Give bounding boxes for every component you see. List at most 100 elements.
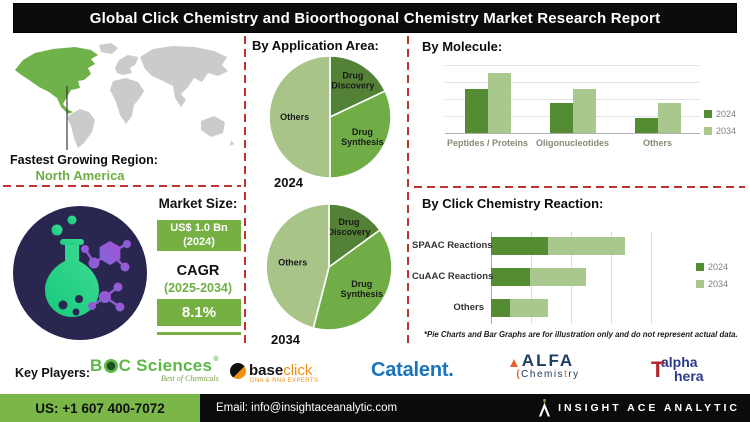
map-north-america	[15, 47, 98, 114]
boc-registered-mark: ®	[213, 356, 219, 363]
alfa-name: ALFA	[521, 351, 575, 370]
legend-by-molecule: 2024 2034	[704, 109, 736, 143]
map-europe	[115, 55, 138, 75]
boc-rest: C Sciences	[118, 356, 213, 375]
pie-year-2024: 2024	[274, 175, 303, 190]
report-title-bar: Global Click Chemistry and Bioorthogonal…	[13, 3, 737, 33]
alfa-triangle-icon	[510, 359, 518, 367]
baseclick-globe-icon	[230, 362, 246, 379]
fastest-region-label: Fastest Growing Region:	[10, 153, 158, 167]
insight-ace-brand: INSIGHT ACE ANALYTIC	[538, 394, 740, 422]
pie-slice	[329, 55, 387, 119]
map-greenland	[99, 43, 118, 54]
world-map	[15, 43, 234, 150]
email-address: Email: info@insightaceanalytic.com	[216, 402, 398, 414]
logo-catalent: Catalent.	[371, 359, 454, 381]
pie-application-2034: Drug Discovery Drug Synthesis Others	[265, 203, 393, 331]
divider-left	[3, 185, 241, 187]
alfa-chem-post: ry	[568, 369, 580, 380]
bar-2034	[487, 73, 511, 133]
cagr-box-underline	[157, 332, 241, 335]
legend-swatch-2034	[696, 280, 704, 288]
bar-segment-2024	[491, 237, 548, 255]
alfa-flask-mark: (	[516, 369, 522, 380]
legend-item-2024: 2024	[704, 109, 736, 119]
section-title-reaction: By Click Chemistry Reaction:	[422, 196, 604, 211]
legend-item-2034: 2034	[696, 279, 728, 289]
alphathera-bottom: hera	[674, 368, 704, 384]
cagr-label: CAGR	[176, 263, 220, 279]
baseclick-base: base	[249, 362, 284, 379]
key-players-label: Key Players:	[15, 366, 91, 380]
divider-middle-left	[244, 36, 246, 348]
bar-2034	[572, 88, 596, 133]
map-south-america	[67, 109, 95, 148]
legend-by-reaction: 2024 2034	[696, 262, 728, 296]
legend-swatch-2024	[704, 110, 712, 118]
bar-segment-2024	[491, 268, 530, 286]
logo-baseclick: baseclick DNA & RNA EXPERTS	[230, 362, 318, 384]
boc-o-icon	[103, 359, 118, 373]
pie-slice-label: Drug Discovery	[331, 70, 374, 90]
section-title-application: By Application Area:	[252, 38, 379, 53]
market-size-year: (2024)	[183, 236, 215, 248]
bar-2024	[549, 103, 573, 133]
market-size-title: Market Size:	[158, 196, 238, 211]
section-title-molecule: By Molecule:	[422, 39, 503, 54]
alfa-chem-t: t	[564, 369, 569, 380]
map-australia	[201, 116, 225, 137]
report-title: Global Click Chemistry and Bioorthogonal…	[89, 9, 661, 27]
legend-item-2024: 2024	[696, 262, 728, 272]
phone-number: US: +1 607 400-7072	[0, 394, 200, 422]
legend-label-2034: 2034	[708, 279, 729, 289]
insight-ace-brand-name: INSIGHT ACE ANALYTIC	[558, 402, 740, 414]
bar-2024	[634, 118, 658, 133]
pie-slice	[268, 55, 331, 179]
logo-alphathera: alpha T hera	[645, 354, 733, 390]
chart-footnote: *Pie Charts and Bar Graphs are for illus…	[424, 330, 738, 339]
bar-2024	[464, 88, 488, 133]
bar-category-label: Others	[642, 138, 672, 148]
cagr-value-box: 8.1%	[157, 299, 241, 326]
bar-chart-by-reaction: SPAAC Reactions CuAAC Reactions Others	[412, 232, 652, 324]
pie-slice-label: Drug Synthesis	[341, 127, 384, 147]
pie-slice	[328, 203, 382, 269]
bar-segment-2034	[547, 237, 625, 255]
market-size-value-box: US$ 1.0 Bn (2024)	[157, 220, 241, 251]
reaction-category-label: Others	[453, 302, 484, 313]
boc-tagline: Best of Chemicals	[161, 374, 219, 383]
alphathera-t: T	[651, 357, 665, 382]
alphathera-top: alpha	[661, 354, 698, 370]
bar-2034	[657, 103, 681, 133]
bar-category-label: Oligonucleotides	[535, 138, 609, 148]
map-asia	[140, 46, 228, 107]
divider-middle-right	[407, 36, 409, 348]
baseclick-click: click	[283, 362, 313, 379]
flask-icon	[13, 206, 147, 340]
logo-boc-sciences: B C Sciences ® Best of Chemicals	[90, 356, 219, 383]
bar-segment-2024	[491, 299, 510, 317]
reaction-category-label: CuAAC Reactions	[412, 271, 494, 282]
boc-b: B	[90, 356, 103, 375]
pie-slice-label: Drug Discovery	[327, 217, 370, 237]
map-africa	[110, 78, 144, 124]
pie-slice	[312, 228, 393, 331]
alfa-chem-pre: Chemis	[521, 369, 565, 380]
bar-category-label: Peptides / Proteins	[446, 138, 529, 148]
footer-bar: US: +1 607 400-7072 Email: info@insighta…	[0, 394, 750, 422]
legend-label-2034: 2034	[716, 126, 737, 136]
chemistry-flask-illustration	[13, 206, 147, 340]
legend-label-2024: 2024	[708, 262, 729, 272]
fastest-region-value: North America	[35, 168, 125, 183]
pie-slice-label: Others	[280, 112, 309, 122]
pie-slice	[265, 203, 330, 329]
pie-slice	[329, 89, 392, 179]
legend-label-2024: 2024	[716, 109, 737, 119]
pie-slice-label: Drug Synthesis	[341, 279, 384, 299]
legend-item-2034: 2034	[704, 126, 736, 136]
bar-chart-by-molecule: Peptides / Proteins Oligonucleotides Other…	[445, 65, 700, 148]
bar-segment-2034	[509, 299, 548, 317]
bar-segment-2034	[529, 268, 587, 286]
reaction-category-label: SPAAC Reactions	[412, 240, 493, 251]
